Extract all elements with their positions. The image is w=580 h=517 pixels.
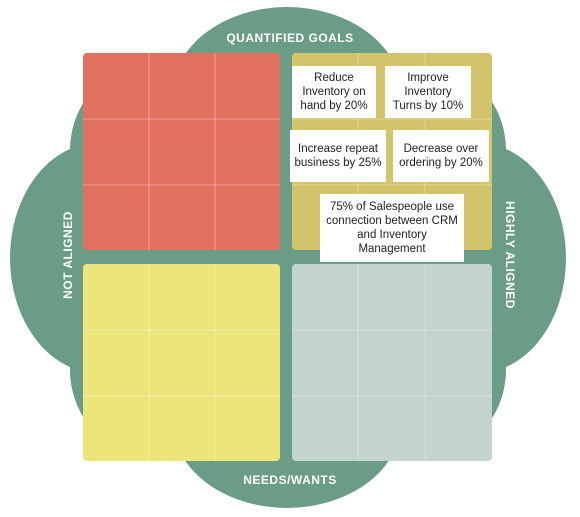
quadrant-bottom-left: [83, 264, 280, 461]
goal-card: 75% of Salespeople use connection betwee…: [320, 194, 464, 262]
axis-label-right: HIGHLY ALIGNED: [503, 201, 517, 309]
quadrant-top-left: [83, 53, 280, 250]
goal-card: Reduce Inventory on hand by 20%: [292, 66, 376, 118]
goal-card: Decrease over ordering by 20%: [393, 130, 489, 182]
goal-card: Increase repeat business by 25%: [290, 130, 386, 182]
quadrant-grid-lines: [83, 53, 492, 461]
axis-label-left: NOT ALIGNED: [61, 211, 75, 299]
axis-label-bottom: NEEDS/WANTS: [243, 473, 337, 487]
quadrant-bottom-right: [292, 264, 492, 461]
axis-label-top: QUANTIFIED GOALS: [226, 31, 354, 45]
goal-card: Improve Inventory Turns by 10%: [385, 66, 471, 118]
